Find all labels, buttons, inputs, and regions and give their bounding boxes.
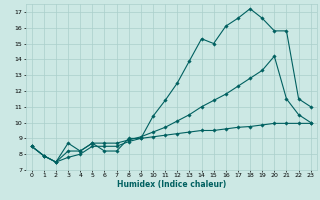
X-axis label: Humidex (Indice chaleur): Humidex (Indice chaleur) [116,180,226,189]
